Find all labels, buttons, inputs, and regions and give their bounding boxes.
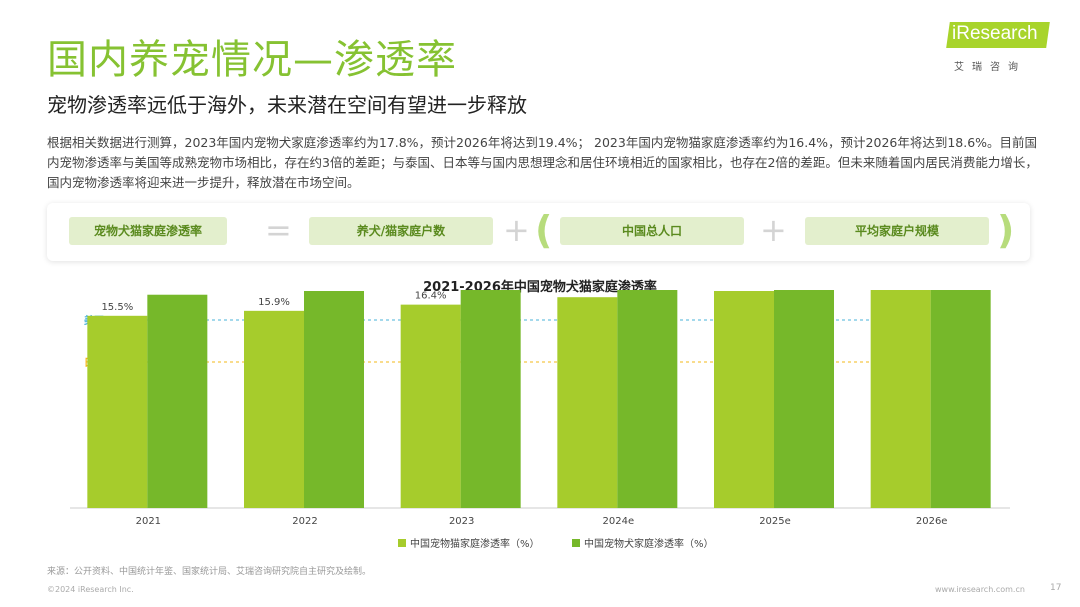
x-tick-label-4: 2025e xyxy=(759,516,791,527)
bar-label-0-3: 17.0% xyxy=(571,290,603,294)
website: www.iresearch.com.cn xyxy=(935,585,1025,594)
bar-1-0 xyxy=(147,294,208,508)
formula-close-paren: ) xyxy=(997,208,1015,252)
formula-plus-sign-2: + xyxy=(760,211,787,249)
legend-swatch-1 xyxy=(572,539,580,547)
bar-0-2 xyxy=(400,304,461,508)
page-subtitle: 宠物渗透率远低于海外，未来潜在空间有望进一步释放 xyxy=(47,93,527,117)
bar-label-0-1: 15.9% xyxy=(258,297,290,308)
x-tick-label-3: 2024e xyxy=(603,516,635,527)
bar-0-0 xyxy=(87,315,148,508)
bar-1-4 xyxy=(774,290,834,508)
formula-term-population: 中国总人口 xyxy=(560,217,744,245)
formula-term-households: 养犬/猫家庭户数 xyxy=(309,217,493,245)
body-paragraph: 根据相关数据进行测算，2023年国内宠物犬家庭渗透率约为17.8%，预计2026… xyxy=(47,135,1038,190)
bar-label-0-0: 15.5% xyxy=(101,302,133,313)
x-tick-label-5: 2026e xyxy=(916,516,948,527)
legend-label-0: 中国宠物猫家庭渗透率（%） xyxy=(410,537,540,550)
bar-1-2 xyxy=(460,290,521,508)
legend-swatch-0 xyxy=(398,539,406,547)
x-tick-label-0: 2021 xyxy=(136,516,161,527)
legend-label-1: 中国宠物犬家庭渗透率（%） xyxy=(584,537,714,550)
formula-equals-sign: = xyxy=(265,211,292,249)
bar-1-1 xyxy=(304,291,364,508)
page-number: 17 xyxy=(1050,583,1062,593)
copyright: ©2024 iResearch Inc. xyxy=(47,585,134,594)
bar-label-0-2: 16.4% xyxy=(415,291,447,302)
formula-open-paren: ( xyxy=(535,208,553,252)
formula-plus-sign: + xyxy=(503,211,530,249)
penetration-chart: 美国60%日本40%15.5%17.2%202115.9%17.5%202216… xyxy=(70,290,1010,550)
formula-result: 宠物犬猫家庭渗透率 xyxy=(69,217,227,245)
page-title: 国内养宠情况—渗透率 xyxy=(47,37,457,83)
bar-0-1 xyxy=(244,310,304,508)
source-note: 来源：公开资料、中国统计年鉴、国家统计局、艾瑞咨询研究院自主研究及绘制。 xyxy=(47,567,372,577)
bar-1-3 xyxy=(617,290,678,508)
formula-bar: 宠物犬猫家庭渗透率 = 养犬/猫家庭户数 + ( 中国总人口 + 平均家庭户规模… xyxy=(47,203,1030,261)
bar-0-4 xyxy=(714,291,774,508)
logo-text: iResearch xyxy=(952,23,1038,44)
formula-term-household-size: 平均家庭户规模 xyxy=(805,217,989,245)
bar-label-1-0: 17.2% xyxy=(161,290,193,292)
iresearch-logo: iResearch 艾瑞咨询 xyxy=(946,20,1058,76)
logo-chinese-name: 艾瑞咨询 xyxy=(954,62,1026,73)
bar-0-5 xyxy=(870,290,931,508)
x-tick-label-2: 2023 xyxy=(449,516,474,527)
bar-1-5 xyxy=(930,290,991,508)
x-tick-label-1: 2022 xyxy=(292,516,317,527)
bar-0-3 xyxy=(557,297,618,508)
